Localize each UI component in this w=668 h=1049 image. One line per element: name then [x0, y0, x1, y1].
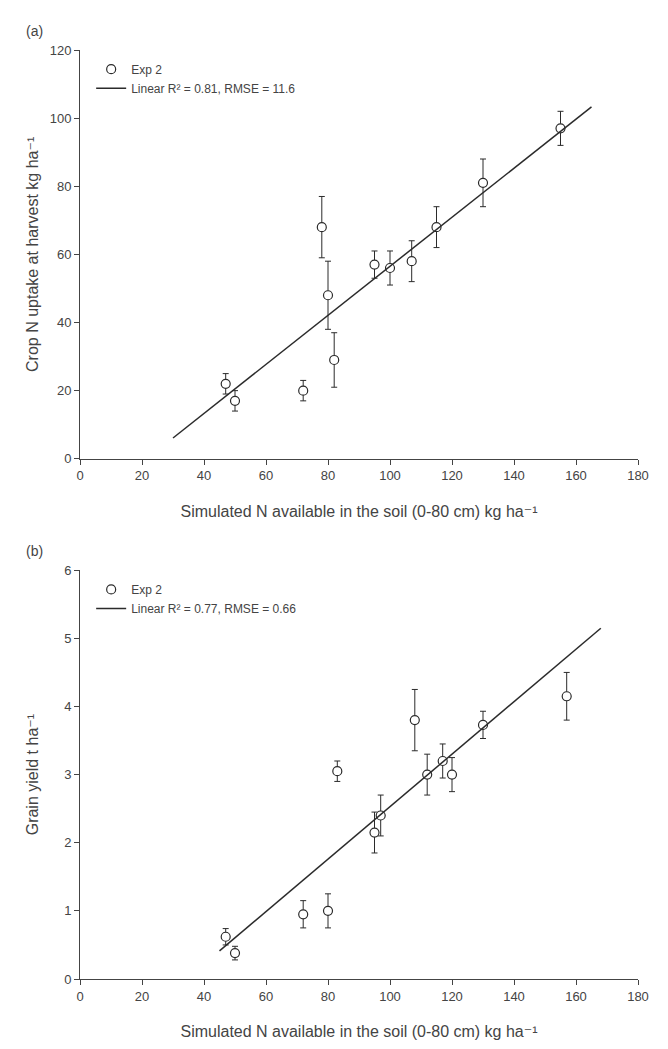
svg-text:120: 120	[50, 43, 72, 58]
svg-text:180: 180	[627, 989, 649, 1004]
svg-text:4: 4	[64, 699, 71, 714]
svg-text:80: 80	[57, 179, 71, 194]
svg-text:120: 120	[441, 989, 463, 1004]
svg-text:Simulated N available in the s: Simulated N available in the soil (0-80 …	[180, 1023, 537, 1040]
svg-text:Linear R² = 0.81, RMSE = 11.6: Linear R² = 0.81, RMSE = 11.6	[131, 82, 295, 96]
svg-text:6: 6	[64, 563, 71, 578]
svg-text:Linear R² = 0.77, RMSE = 0.66: Linear R² = 0.77, RMSE = 0.66	[131, 602, 296, 616]
svg-text:0: 0	[76, 989, 83, 1004]
svg-text:Simulated N available in the s: Simulated N available in the soil (0-80 …	[180, 503, 537, 520]
svg-text:Grain yield t ha⁻¹: Grain yield t ha⁻¹	[24, 714, 41, 835]
svg-text:160: 160	[565, 468, 587, 483]
svg-text:100: 100	[379, 468, 401, 483]
svg-text:60: 60	[259, 468, 273, 483]
svg-text:60: 60	[57, 247, 71, 262]
svg-text:20: 20	[135, 468, 149, 483]
svg-text:20: 20	[135, 989, 149, 1004]
svg-text:Exp 2: Exp 2	[131, 63, 162, 77]
svg-text:3: 3	[64, 767, 71, 782]
svg-text:20: 20	[57, 383, 71, 398]
svg-text:0: 0	[64, 972, 71, 987]
svg-text:60: 60	[259, 989, 273, 1004]
svg-text:160: 160	[565, 989, 587, 1004]
svg-text:40: 40	[197, 468, 211, 483]
svg-text:1: 1	[64, 903, 71, 918]
svg-text:100: 100	[379, 989, 401, 1004]
svg-text:5: 5	[64, 631, 71, 646]
svg-text:(b): (b)	[26, 543, 43, 559]
svg-text:Crop N uptake at harvest kg ha: Crop N uptake at harvest kg ha⁻¹	[24, 137, 41, 372]
svg-text:40: 40	[57, 315, 71, 330]
svg-text:140: 140	[503, 989, 525, 1004]
svg-text:80: 80	[321, 989, 335, 1004]
svg-text:40: 40	[197, 989, 211, 1004]
svg-text:100: 100	[50, 111, 72, 126]
svg-text:(a): (a)	[26, 23, 43, 39]
svg-text:140: 140	[503, 468, 525, 483]
svg-text:180: 180	[627, 468, 649, 483]
svg-text:Exp 2: Exp 2	[131, 583, 162, 597]
svg-text:120: 120	[441, 468, 463, 483]
svg-text:0: 0	[76, 468, 83, 483]
svg-text:0: 0	[64, 451, 71, 466]
svg-text:2: 2	[64, 835, 71, 850]
svg-text:80: 80	[321, 468, 335, 483]
